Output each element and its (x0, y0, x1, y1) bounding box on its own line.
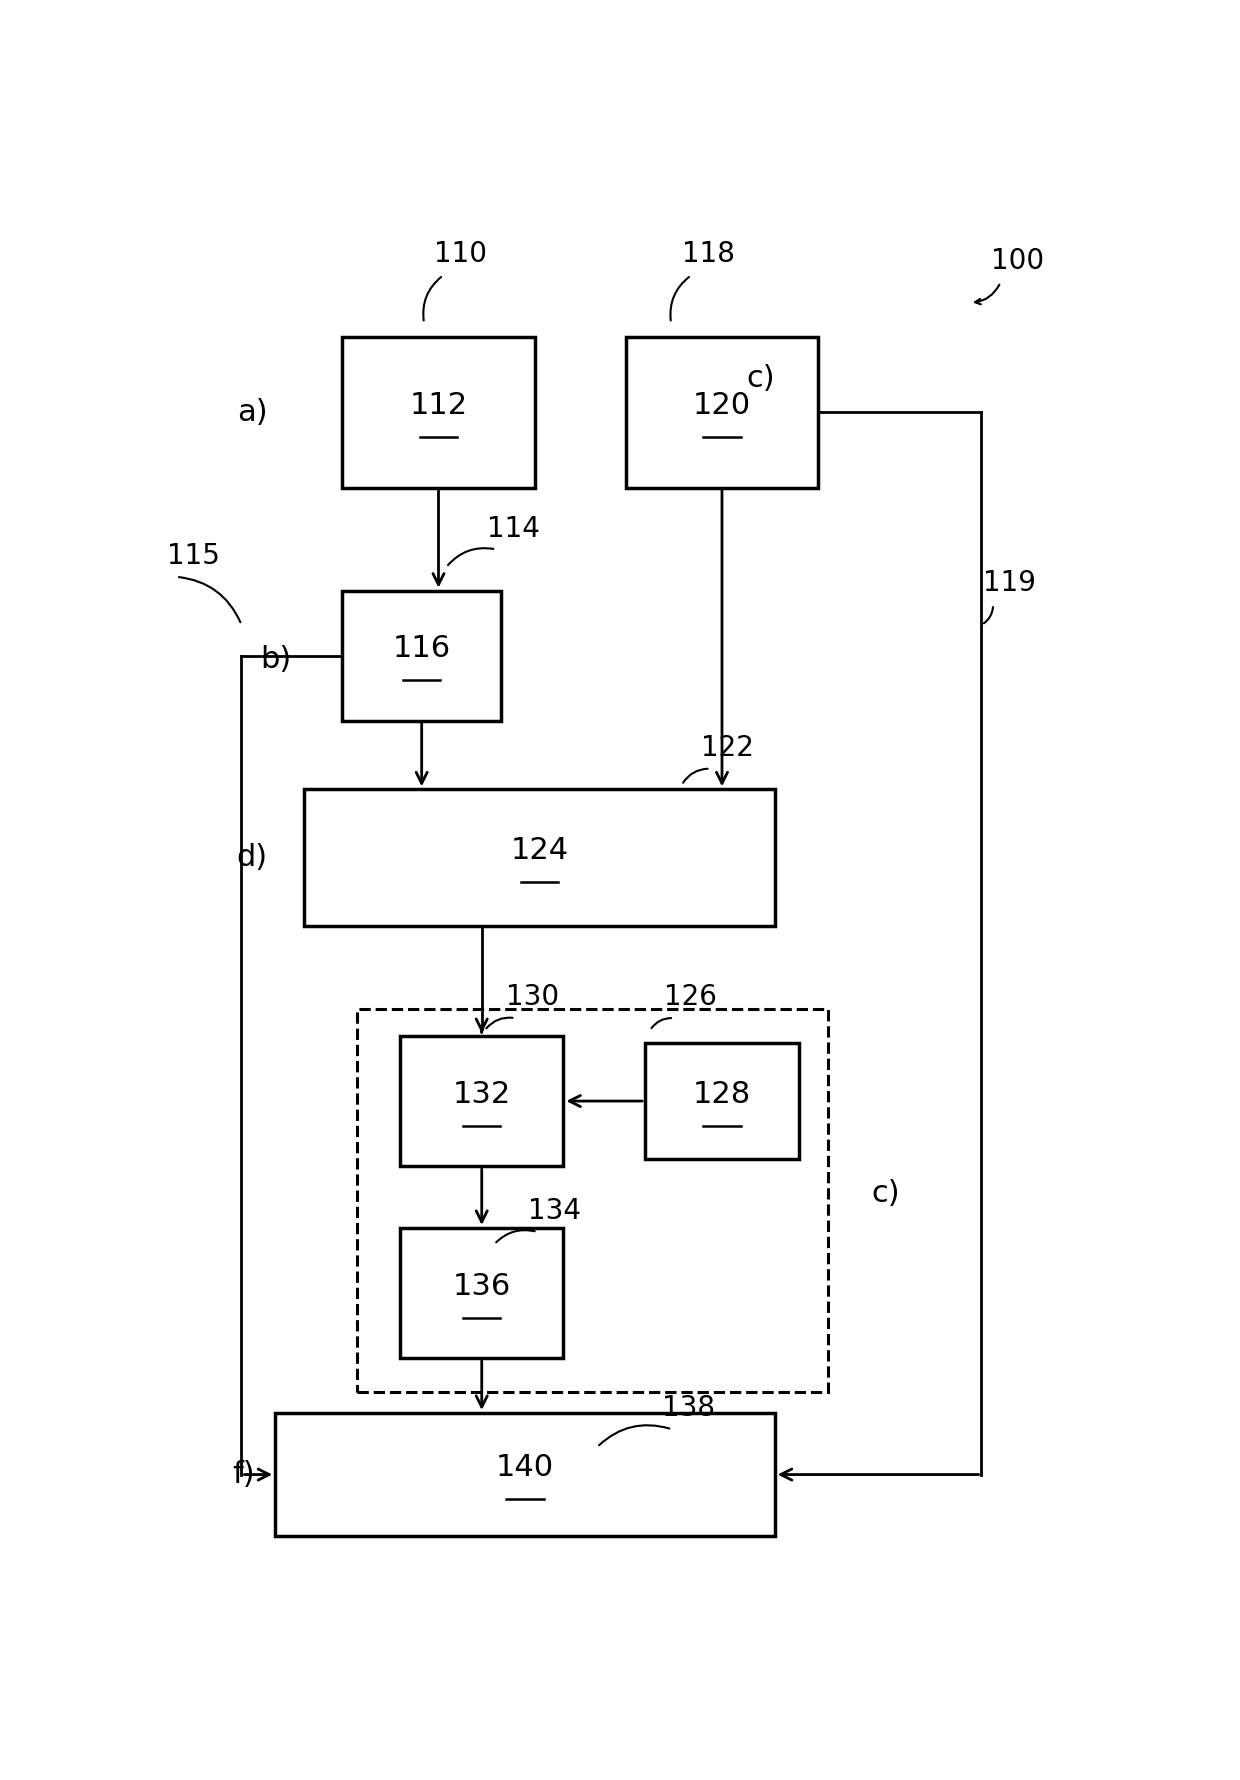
Text: 136: 136 (453, 1271, 511, 1301)
Text: 110: 110 (434, 240, 486, 269)
Text: f): f) (232, 1460, 254, 1490)
Text: a): a) (237, 399, 268, 427)
Bar (357, 1009, 828, 1392)
Text: c): c) (746, 363, 775, 393)
Text: 134: 134 (528, 1198, 580, 1225)
Text: 120: 120 (693, 392, 751, 420)
Bar (401, 1036, 563, 1166)
Text: 126: 126 (665, 983, 717, 1011)
Text: 130: 130 (506, 983, 559, 1011)
Bar (401, 1228, 563, 1358)
Text: 112: 112 (409, 392, 467, 420)
Text: 122: 122 (701, 733, 754, 762)
Text: 138: 138 (662, 1394, 715, 1422)
Bar (645, 1043, 799, 1159)
Text: 100: 100 (991, 247, 1044, 276)
Text: c): c) (870, 1178, 899, 1209)
Text: 114: 114 (486, 514, 539, 543)
Text: 124: 124 (511, 837, 568, 865)
Text: 119: 119 (983, 570, 1037, 598)
Text: 116: 116 (393, 634, 451, 664)
Text: 115: 115 (166, 541, 219, 570)
Text: d): d) (237, 844, 268, 872)
Bar (626, 336, 818, 488)
Text: 128: 128 (693, 1080, 751, 1109)
Bar (275, 1413, 775, 1536)
Text: b): b) (260, 644, 291, 673)
Bar (342, 336, 534, 488)
Bar (342, 591, 501, 721)
Text: 140: 140 (496, 1452, 554, 1483)
Text: 132: 132 (453, 1080, 511, 1109)
Text: 118: 118 (682, 240, 734, 269)
Bar (304, 789, 775, 926)
